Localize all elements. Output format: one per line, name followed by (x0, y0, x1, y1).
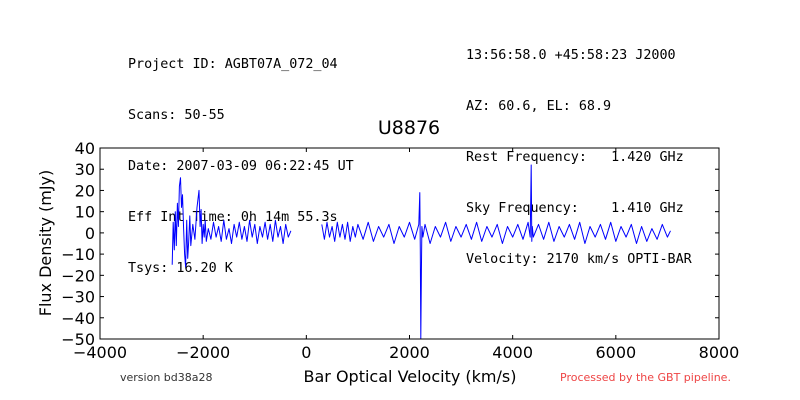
coordinates-line: 13:56:58.0 +45:58:23 J2000 (466, 48, 676, 63)
tsys-line: Tsys: 16.20 K (128, 261, 233, 276)
x-tick-label: 0 (301, 343, 311, 362)
version-label: version bd38a28 (120, 371, 213, 384)
project-id-line: Project ID: AGBT07A_072_04 (128, 57, 338, 72)
x-axis-label: Bar Optical Velocity (km/s) (304, 367, 517, 386)
y-tick-label: 0 (85, 224, 95, 243)
y-tick-label: −10 (61, 245, 95, 264)
observation-info-right: 13:56:58.0 +45:58:23 J2000 AZ: 60.6, EL:… (466, 13, 692, 285)
x-tick-label: 4000 (492, 343, 533, 362)
velocity-line: Velocity: 2170 km/s OPTI-BAR (466, 252, 692, 267)
tick-layer: −4000 −2000 0 2000 4000 6000 8000 40 30 20 10 0 −10 −… (61, 139, 739, 362)
observation-info-left: Project ID: AGBT07A_072_04 Scans: 50-55 … (128, 22, 354, 294)
rest-frequency-line: Rest Frequency: 1.420 GHz (466, 150, 684, 165)
x-tick-label: 8000 (699, 343, 740, 362)
plot-frame (99, 147, 720, 340)
x-tick-label: 2000 (389, 343, 430, 362)
x-tick-label: −4000 (73, 343, 127, 362)
y-tick-label: −20 (61, 266, 95, 285)
y-tick-label: −50 (61, 330, 95, 349)
pipeline-credit: Processed by the GBT pipeline. (560, 371, 731, 384)
series-layer (171, 164, 671, 340)
spectrum-series-line (171, 164, 671, 340)
x-tick-label: 6000 (595, 343, 636, 362)
scans-line: Scans: 50-55 (128, 108, 225, 123)
y-tick-label: 20 (75, 181, 95, 200)
sky-frequency-line: Sky Frequency: 1.410 GHz (466, 201, 684, 216)
date-line: Date: 2007-03-09 06:22:45 UT (128, 159, 354, 174)
chart-title: U8876 (378, 117, 440, 139)
y-tick-label: 30 (75, 160, 95, 179)
y-tick-label: 10 (75, 203, 95, 222)
y-axis-label: Flux Density (mJy) (36, 170, 55, 317)
y-tick-label: −30 (61, 288, 95, 307)
x-tick-label: −2000 (176, 343, 230, 362)
y-tick-label: 40 (75, 139, 95, 158)
az-el-line: AZ: 60.6, EL: 68.9 (466, 99, 612, 114)
y-tick-label: −40 (61, 309, 95, 328)
